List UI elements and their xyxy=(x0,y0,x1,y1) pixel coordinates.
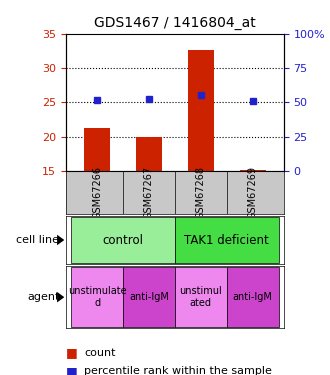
Text: cell line: cell line xyxy=(16,235,59,245)
Text: ■: ■ xyxy=(66,346,78,359)
Polygon shape xyxy=(57,292,64,302)
Text: GSM67266: GSM67266 xyxy=(92,166,102,219)
Text: percentile rank within the sample: percentile rank within the sample xyxy=(84,366,272,375)
Bar xyxy=(136,136,162,171)
Text: agent: agent xyxy=(27,292,59,302)
Text: GSM67268: GSM67268 xyxy=(196,166,206,219)
Text: count: count xyxy=(84,348,116,357)
Bar xyxy=(175,267,227,327)
Text: anti-IgM: anti-IgM xyxy=(233,292,273,302)
Text: GSM67269: GSM67269 xyxy=(248,166,258,219)
Text: control: control xyxy=(103,234,144,246)
Bar xyxy=(123,267,175,327)
Text: unstimulate
d: unstimulate d xyxy=(68,286,126,308)
Text: anti-IgM: anti-IgM xyxy=(129,292,169,302)
Text: unstimul
ated: unstimul ated xyxy=(180,286,222,308)
Polygon shape xyxy=(57,235,64,245)
Title: GDS1467 / 1416804_at: GDS1467 / 1416804_at xyxy=(94,16,256,30)
Bar xyxy=(240,170,266,171)
Text: TAK1 deficient: TAK1 deficient xyxy=(184,234,269,246)
Text: GSM67267: GSM67267 xyxy=(144,166,154,219)
Text: ■: ■ xyxy=(66,365,78,375)
Bar xyxy=(71,267,123,327)
Bar xyxy=(175,217,279,263)
Bar xyxy=(71,217,175,263)
Bar xyxy=(227,267,279,327)
Bar xyxy=(188,50,214,171)
Bar xyxy=(84,128,110,171)
